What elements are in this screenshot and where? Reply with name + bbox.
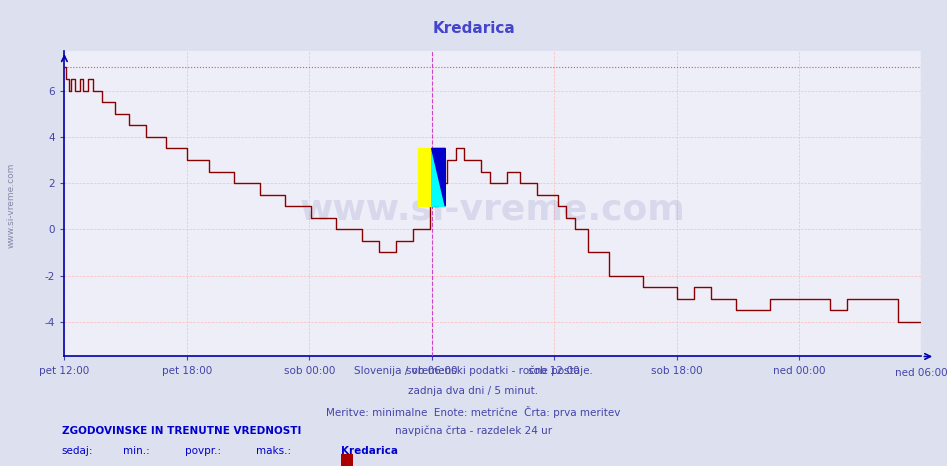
Text: ned 06:00: ned 06:00 xyxy=(895,368,947,378)
Text: povpr.:: povpr.: xyxy=(185,446,221,456)
Text: Meritve: minimalne  Enote: metrične  Črta: prva meritev: Meritve: minimalne Enote: metrične Črta:… xyxy=(327,406,620,418)
Text: Kredarica: Kredarica xyxy=(432,21,515,36)
Text: navpična črta - razdelek 24 ur: navpična črta - razdelek 24 ur xyxy=(395,426,552,437)
Polygon shape xyxy=(432,148,445,206)
Polygon shape xyxy=(432,148,445,206)
Text: min.:: min.: xyxy=(123,446,150,456)
Text: www.si-vreme.com: www.si-vreme.com xyxy=(7,162,16,248)
Text: Kredarica: Kredarica xyxy=(341,446,398,456)
Text: sedaj:: sedaj: xyxy=(62,446,93,456)
Text: www.si-vreme.com: www.si-vreme.com xyxy=(300,193,686,227)
Text: maks.:: maks.: xyxy=(256,446,291,456)
Text: ZGODOVINSKE IN TRENUTNE VREDNOSTI: ZGODOVINSKE IN TRENUTNE VREDNOSTI xyxy=(62,426,301,436)
Text: Slovenija / vremenski podatki - ročne postaje.: Slovenija / vremenski podatki - ročne po… xyxy=(354,366,593,377)
Bar xyxy=(418,148,432,206)
Text: zadnja dva dni / 5 minut.: zadnja dva dni / 5 minut. xyxy=(408,386,539,396)
